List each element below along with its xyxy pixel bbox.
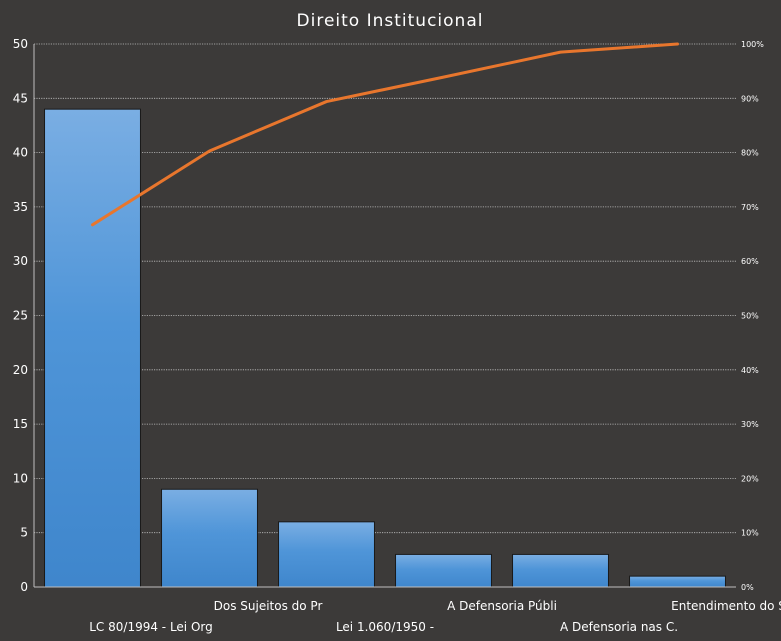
y2-tick-label: 30% — [741, 420, 759, 429]
y-tick-label: 25 — [13, 309, 28, 323]
y-tick-label: 50 — [13, 37, 28, 51]
primary-y-axis: 0 5 10 15 20 25 30 35 40 45 50 — [13, 37, 35, 594]
bar — [395, 553, 492, 588]
x-tick-label: Dos Sujeitos do Pr — [214, 599, 323, 613]
y2-tick-label: 80% — [741, 149, 759, 158]
y-tick-label: 5 — [20, 526, 28, 540]
y-tick-label: 10 — [13, 471, 28, 485]
x-tick-label: A Defensoria nas C. — [560, 620, 678, 634]
bar — [161, 488, 258, 588]
y-tick-label: 0 — [20, 580, 28, 594]
gridlines — [34, 43, 736, 534]
y-tick-label: 40 — [13, 146, 28, 160]
bar — [44, 108, 141, 588]
y-tick-label: 45 — [13, 91, 28, 105]
y2-tick-label: 70% — [741, 203, 759, 212]
x-tick-label: Entendimento do ST . — [671, 599, 781, 613]
y2-tick-label: 40% — [741, 366, 759, 375]
y2-tick-label: 60% — [741, 257, 759, 266]
secondary-y-axis: 0% 10% 20% 30% 40% 50% 60% 70% 80% 90% 100% — [741, 40, 764, 592]
y-tick-label: 35 — [13, 200, 28, 214]
bar — [278, 521, 375, 588]
y2-tick-label: 10% — [741, 529, 759, 538]
bar — [512, 553, 609, 588]
x-tick-label: A Defensoria Públi — [447, 599, 557, 613]
y-tick-label: 15 — [13, 417, 28, 431]
chart-title: Direito Institucional — [297, 11, 484, 31]
y2-tick-label: 0% — [741, 583, 754, 592]
y-tick-label: 30 — [13, 254, 28, 268]
bar-series — [44, 108, 726, 588]
y2-tick-label: 90% — [741, 94, 759, 103]
y2-tick-label: 100% — [741, 40, 764, 49]
y2-tick-label: 20% — [741, 474, 759, 483]
cumulative-line — [91, 42, 679, 227]
cumulative-line-series — [91, 42, 679, 227]
x-tick-label: Lei 1.060/1950 - — [336, 620, 434, 634]
x-tick-label: LC 80/1994 - Lei Org — [89, 620, 212, 634]
bar — [629, 575, 726, 588]
y2-tick-label: 50% — [741, 312, 759, 321]
y-tick-label: 20 — [13, 363, 28, 377]
